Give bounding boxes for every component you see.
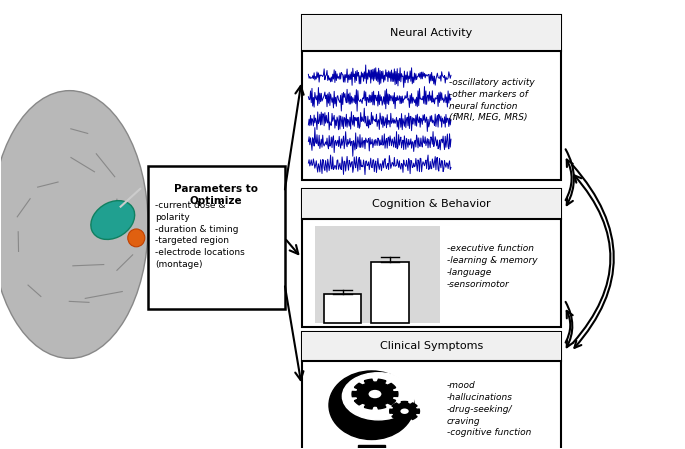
- FancyBboxPatch shape: [358, 445, 385, 449]
- Text: -current dose &
polarity
-duration & timing
-targeted region
-electrode location: -current dose & polarity -duration & tim…: [155, 201, 245, 269]
- Circle shape: [342, 373, 414, 420]
- FancyBboxPatch shape: [315, 225, 440, 323]
- FancyBboxPatch shape: [148, 167, 284, 309]
- FancyBboxPatch shape: [371, 263, 408, 323]
- Text: -oscillatory activity
-other markers of
neural function
(fMRI, MEG, MRS): -oscillatory activity -other markers of …: [449, 78, 535, 122]
- FancyBboxPatch shape: [301, 189, 561, 219]
- Ellipse shape: [128, 229, 145, 247]
- FancyBboxPatch shape: [301, 15, 561, 51]
- Polygon shape: [390, 401, 419, 421]
- Circle shape: [401, 409, 409, 414]
- Text: -executive function
-learning & memory
-language
-sensorimotor: -executive function -learning & memory -…: [447, 244, 537, 289]
- Text: Clinical Symptoms: Clinical Symptoms: [379, 341, 483, 351]
- Polygon shape: [352, 379, 398, 409]
- FancyBboxPatch shape: [324, 294, 361, 323]
- Text: Parameters to
Optimize: Parameters to Optimize: [174, 185, 258, 206]
- FancyBboxPatch shape: [301, 332, 561, 449]
- FancyBboxPatch shape: [301, 15, 561, 180]
- Ellipse shape: [329, 371, 414, 440]
- Text: -mood
-hallucinations
-drug-seeking/
craving
-cognitive function: -mood -hallucinations -drug-seeking/ cra…: [447, 381, 531, 437]
- Ellipse shape: [0, 91, 148, 358]
- FancyBboxPatch shape: [301, 189, 561, 327]
- FancyBboxPatch shape: [301, 332, 561, 361]
- Circle shape: [369, 390, 382, 398]
- Text: Cognition & Behavior: Cognition & Behavior: [372, 199, 490, 209]
- Text: Neural Activity: Neural Activity: [390, 28, 473, 38]
- Ellipse shape: [91, 201, 135, 239]
